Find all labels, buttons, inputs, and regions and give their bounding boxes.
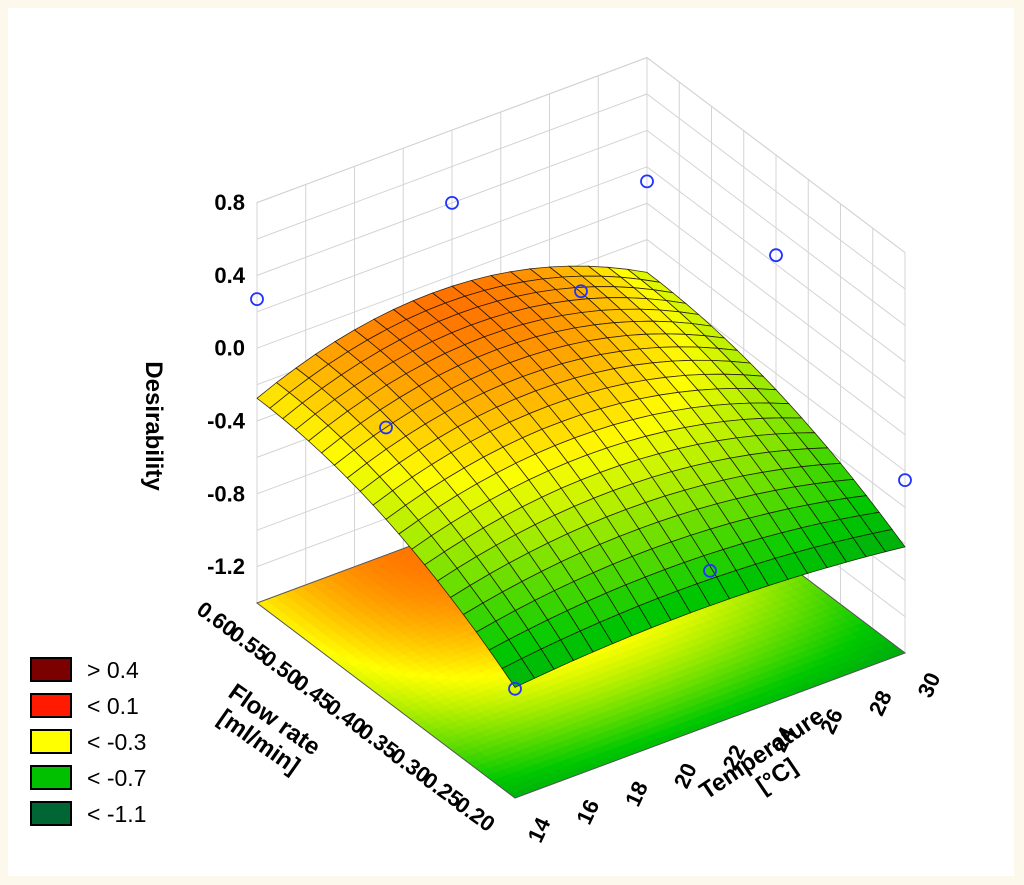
z-tick-label: -0.4: [207, 409, 246, 434]
chart-frame: 14 16 18 20 22 24 26 28 30 0.20 0.25 0.30 0.35 0.40 0.…: [8, 8, 1014, 876]
grid-line: [256, 57, 906, 253]
legend-label: > 0.4: [87, 657, 139, 683]
design-point: [379, 420, 393, 435]
legend-label: < -1.1: [87, 801, 147, 827]
legend-item: < -1.1: [30, 797, 220, 833]
legend-item: < 0.1: [30, 689, 220, 725]
design-point: [508, 681, 522, 696]
legend-item: > 0.4: [30, 653, 220, 689]
z-tick-label: 0.4: [214, 263, 245, 288]
z-tick-label: 0.0: [214, 336, 245, 361]
grid-line: [256, 93, 906, 290]
x-tick-label: 14: [522, 813, 555, 846]
legend-label: < 0.1: [87, 693, 139, 719]
x-tick-label: 16: [571, 796, 604, 829]
response-surface: [256, 265, 906, 688]
x-tick-label: 30: [912, 669, 945, 702]
legend-item: < -0.3: [30, 725, 220, 761]
legend-item: < -0.7: [30, 761, 220, 797]
legend-label: < -0.7: [87, 765, 147, 791]
grid-line: [256, 202, 906, 399]
z-tick-label: 0.8: [214, 190, 245, 215]
design-point: [574, 284, 588, 299]
x-tick-label: 18: [620, 777, 653, 810]
legend: > 0.4 < 0.1 < -0.3 < -0.7 < -1.1: [30, 653, 220, 833]
legend-swatch: [30, 765, 72, 790]
design-point: [898, 473, 912, 488]
z-tick-label: -0.8: [207, 481, 245, 506]
legend-swatch: [30, 657, 72, 682]
surface-plot: 1416182022242628300.200.250.300.350.400.…: [140, 56, 946, 846]
z-axis-title: Desirability: [140, 361, 167, 491]
legend-swatch: [30, 801, 72, 826]
surface-cell: [501, 658, 536, 688]
x-tick-label: 28: [864, 687, 897, 720]
design-points: [250, 174, 912, 696]
legend-label: < -0.3: [87, 729, 147, 755]
design-point: [640, 174, 654, 189]
design-point: [703, 563, 717, 578]
grid-line: [256, 129, 906, 326]
legend-swatch: [30, 729, 72, 754]
design-point: [250, 292, 264, 307]
design-point: [445, 195, 459, 210]
legend-swatch: [30, 693, 72, 718]
z-tick-label: -1.2: [207, 554, 245, 579]
grid-line: [256, 166, 906, 363]
design-point: [769, 248, 783, 263]
